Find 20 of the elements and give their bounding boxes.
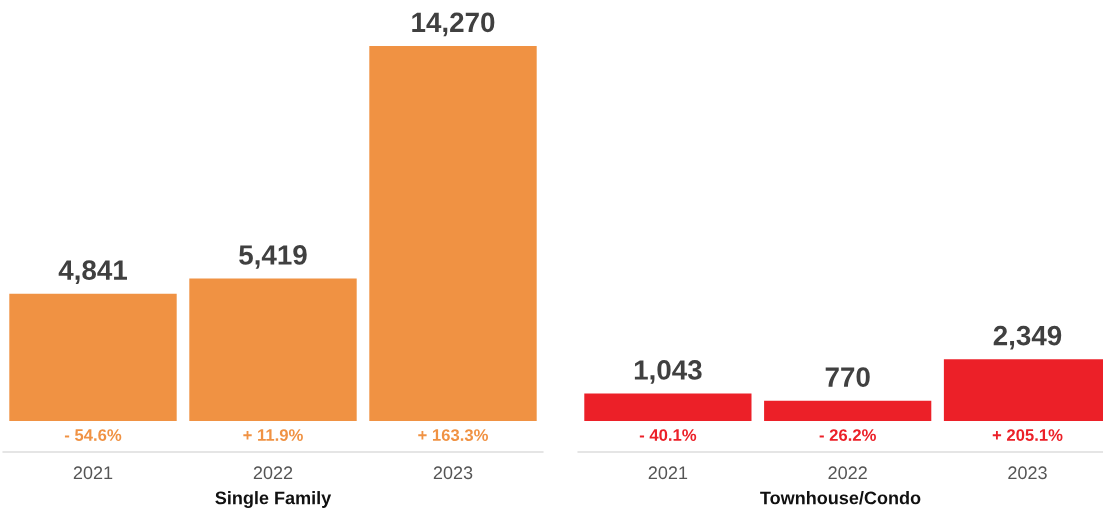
text: - 40.1% [639, 429, 697, 441]
x-axis-title: Single Family [215, 491, 332, 508]
data-label: 1,043 [634, 360, 702, 384]
x-tick-label: 2023 [433, 466, 473, 480]
data-label: 770 [825, 367, 870, 387]
data-label: 2,349 [993, 325, 1062, 350]
x-tick-label: 2022 [253, 466, 293, 480]
data-label: 14,270 [412, 12, 495, 37]
data-label: 4,841 [58, 260, 127, 284]
text: - 26.2% [819, 429, 876, 441]
text: + 11.9% [243, 429, 303, 441]
x-tick-label: 2021 [73, 466, 113, 480]
x-tick-label: 2022 [828, 466, 867, 480]
x-tick-label: 2021 [648, 466, 688, 480]
x-axis-title: Townhouse/Condo [760, 491, 921, 505]
text: - 54.6% [64, 429, 122, 441]
x-tick-label: 2023 [1008, 466, 1047, 480]
data-label: 5,419 [239, 245, 307, 269]
text: + 163.3% [418, 429, 489, 441]
text: + 205.1% [992, 429, 1063, 441]
